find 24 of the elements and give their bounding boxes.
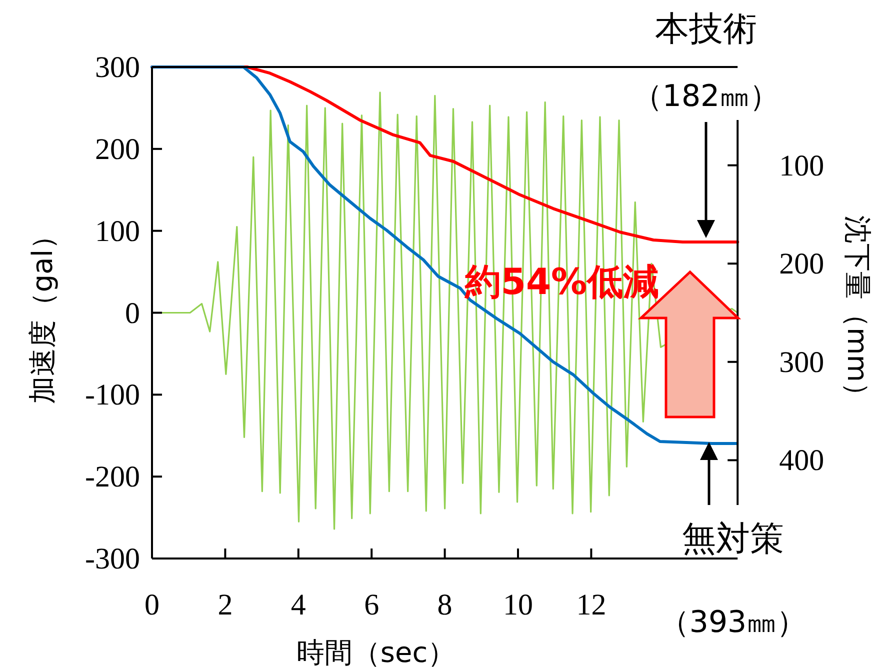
- y-tick-label: 200: [95, 132, 140, 166]
- x-tick-label: 2: [218, 588, 233, 622]
- x-tick-label: 4: [290, 588, 306, 622]
- text: 本技術: [655, 9, 757, 49]
- annotation: （182㎜）: [632, 79, 780, 114]
- x-axis-title: 時間（sec）: [296, 636, 456, 667]
- x-tick-label: 10: [503, 588, 533, 622]
- y-tick-label: -100: [85, 378, 140, 412]
- annotation: 無対策: [682, 519, 784, 559]
- y-tick-label: 100: [95, 214, 140, 248]
- x-tick-label: 6: [364, 588, 380, 622]
- y-tick-label: -200: [85, 460, 140, 494]
- y2-tick-label: 300: [779, 346, 824, 379]
- y2-tick-label: 100: [779, 149, 824, 182]
- x-tick-label: 8: [437, 588, 452, 622]
- text: （393㎜）: [659, 605, 807, 640]
- y-tick-label: 0: [125, 296, 140, 330]
- y-tick-label: 300: [95, 51, 140, 84]
- y2-axis-title: 沈下量（mm）: [841, 215, 874, 410]
- x-tick-label: 12: [576, 588, 606, 622]
- y-axis-title: 加速度（gal）: [26, 221, 59, 404]
- y-tick-label: -300: [85, 542, 140, 576]
- y2-tick-label: 200: [779, 248, 824, 281]
- y2-tick-label: 400: [779, 444, 824, 478]
